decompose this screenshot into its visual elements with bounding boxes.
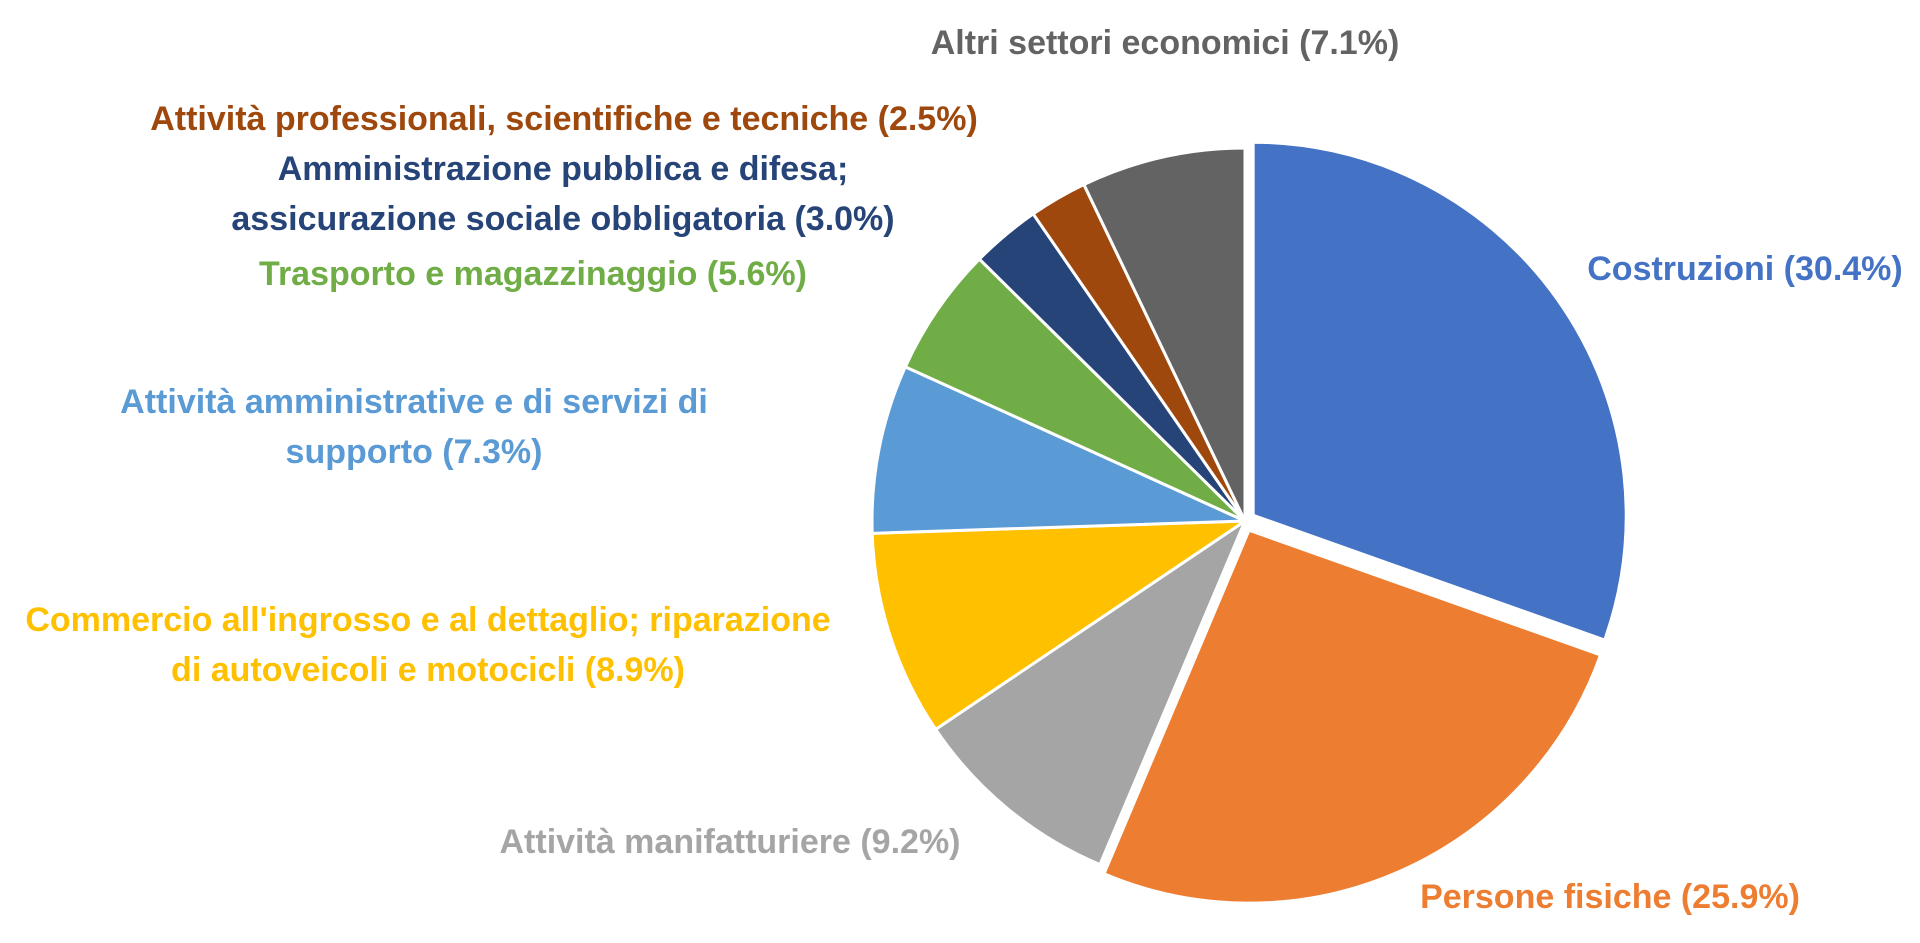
slice-label-line: Attività amministrative e di servizi di: [120, 383, 708, 421]
slice-label-line: Attività professionali, scientifiche e t…: [150, 100, 978, 138]
pie-slice-attivita-amministrative-e-di-servizi-di-: [870, 365, 1247, 535]
slice-label-line: Persone fisiche (25.9%): [1420, 878, 1800, 916]
slice-label-line: Commercio all'ingrosso e al dettaglio; r…: [25, 601, 830, 639]
slice-label-amministrazione-pubblica-e-difesa-assicu: Amministrazione pubblica e difesa; assicu…: [231, 150, 894, 238]
pie-slices: [870, 140, 1628, 905]
pie-slice-costruzioni: [1251, 140, 1628, 642]
slice-labels: Costruzioni (30.4%) Persone fisiche (25.9…: [25, 24, 1902, 916]
slice-label-persone-fisiche: Persone fisiche (25.9%): [1420, 878, 1800, 916]
slice-label-line: Costruzioni (30.4%): [1587, 250, 1902, 288]
slice-label-trasporto-e-magazzinaggio: Trasporto e magazzinaggio (5.6%): [259, 255, 807, 293]
pie-slice-persone-fisiche: [1102, 528, 1603, 905]
slice-label-attivita-professionali-scientifiche-e-te: Attività professionali, scientifiche e t…: [150, 100, 978, 138]
pie-slice-trasporto-e-magazzinaggio: [903, 257, 1247, 523]
slice-label-line: Altri settori economici (7.1%): [931, 24, 1400, 62]
slice-label-line: di autoveicoli e motocicli (8.9%): [171, 651, 685, 689]
slice-label-line: Trasporto e magazzinaggio (5.6%): [259, 255, 807, 293]
slice-label-costruzioni: Costruzioni (30.4%): [1587, 250, 1902, 288]
pie-slice-altri-settori-economici: [1082, 146, 1247, 523]
slice-label-attivita-manifatturiere: Attività manifatturiere (9.2%): [500, 823, 961, 861]
slice-label-altri-settori-economici: Altri settori economici (7.1%): [931, 24, 1400, 62]
slice-label-line: supporto (7.3%): [286, 433, 543, 471]
slice-label-commercio-all-ingrosso-e-al-dettaglio-ri: Commercio all'ingrosso e al dettaglio; r…: [25, 601, 830, 689]
slice-label-line: Amministrazione pubblica e difesa;: [278, 150, 849, 188]
slice-label-line: Attività manifatturiere (9.2%): [500, 823, 961, 861]
pie-slice-commercio-all-ingrosso-e-al-dettaglio-ri: [870, 519, 1247, 731]
slice-label-attivita-amministrative-e-di-servizi-di-: Attività amministrative e di servizi di s…: [120, 383, 708, 471]
pie-slice-attivita-manifatturiere: [934, 519, 1247, 867]
slice-label-line: assicurazione sociale obbligatoria (3.0%…: [231, 200, 894, 238]
